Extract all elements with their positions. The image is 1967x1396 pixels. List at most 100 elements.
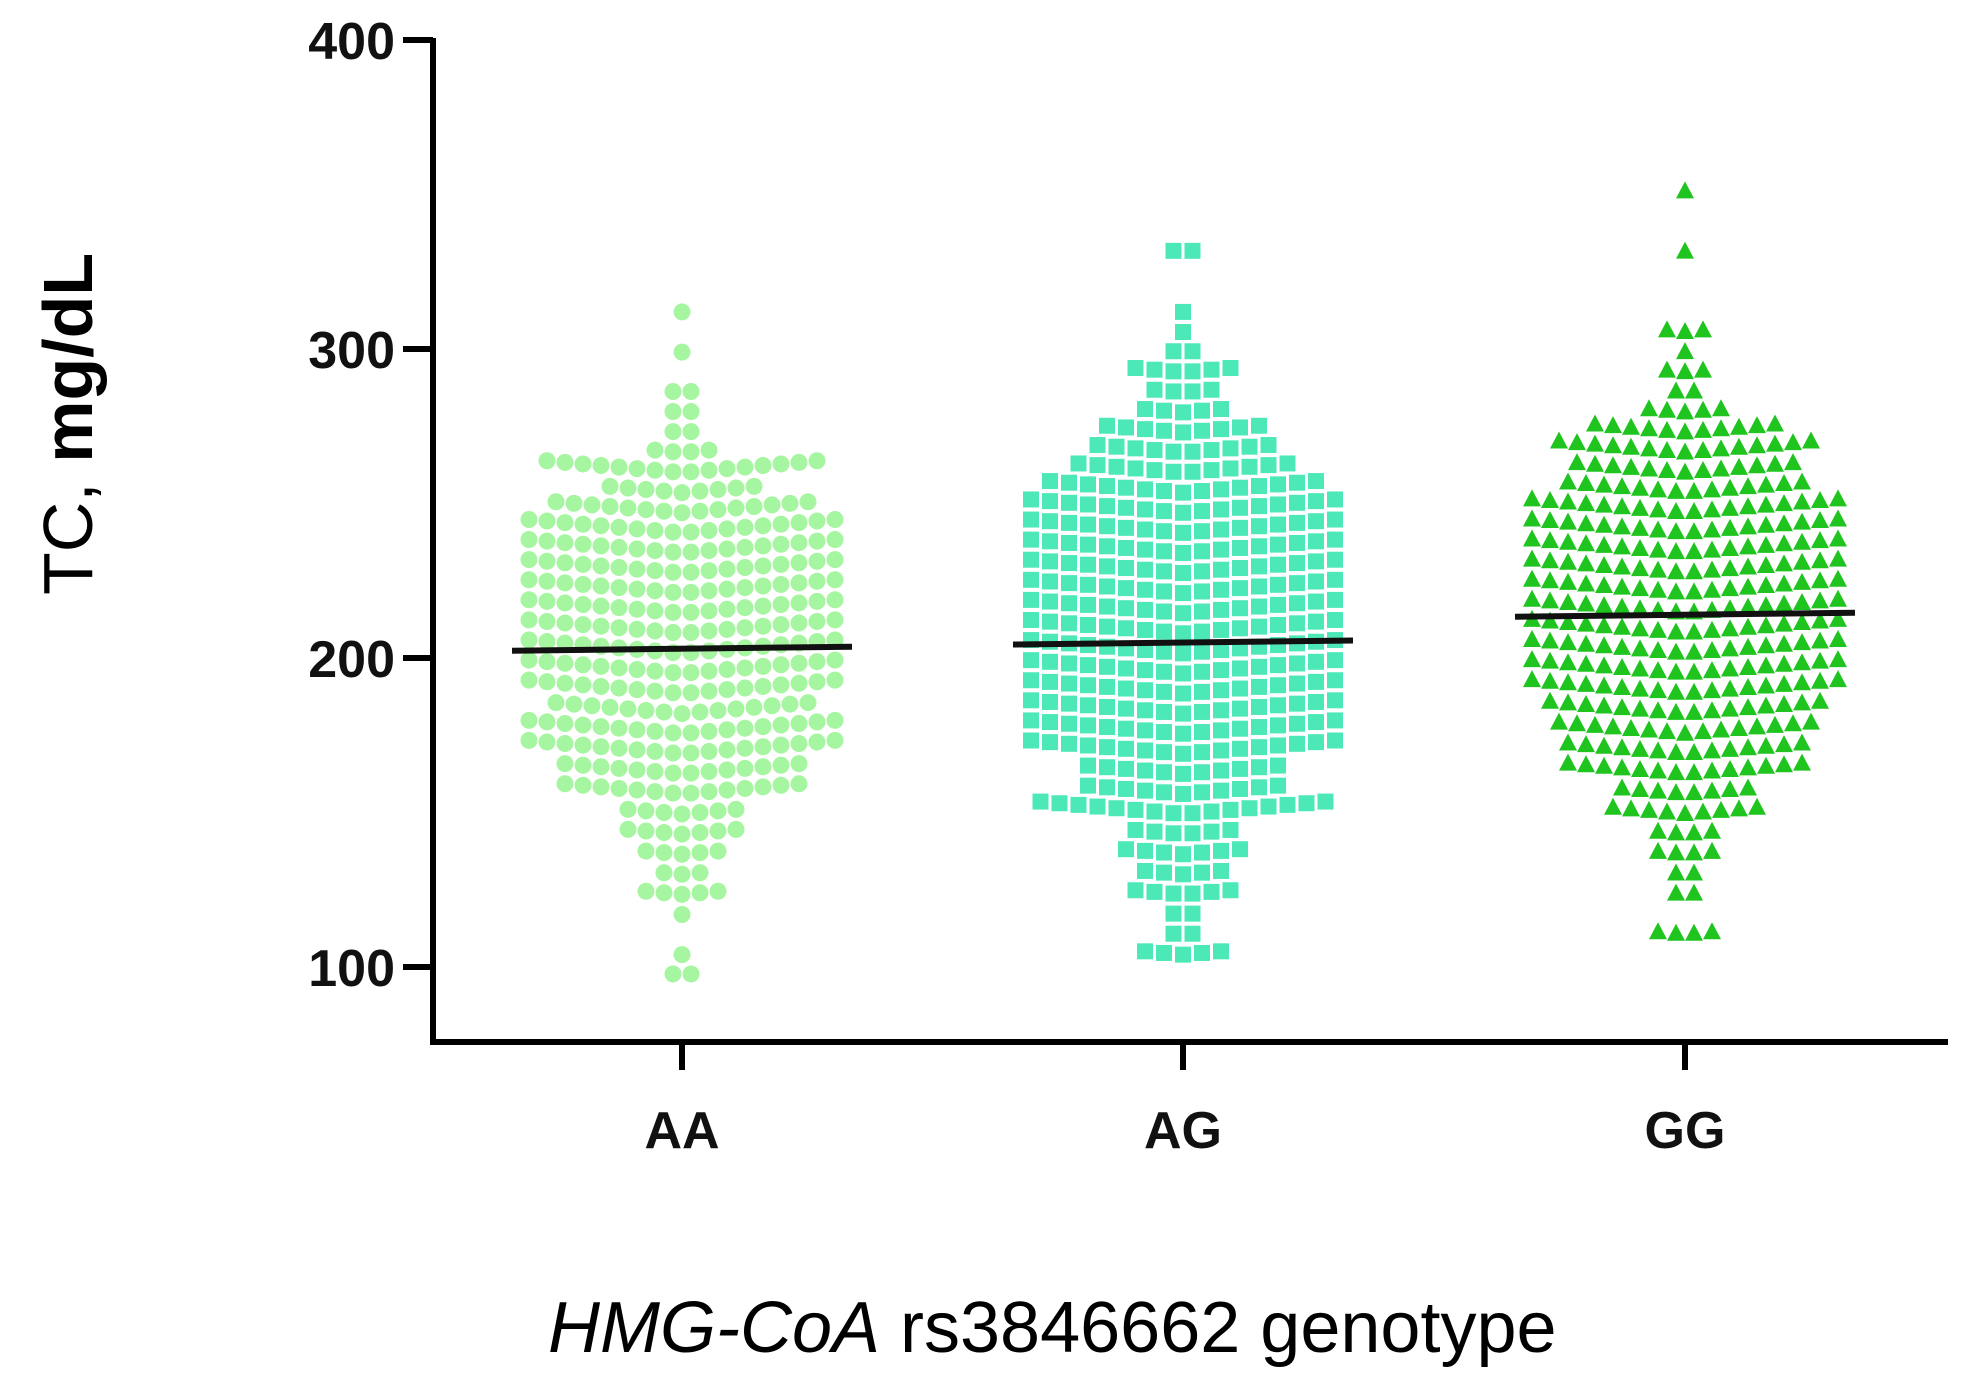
data-point — [718, 620, 736, 638]
data-point — [808, 552, 826, 570]
data-point — [781, 494, 799, 512]
data-point — [565, 494, 583, 512]
data-point — [1260, 457, 1277, 474]
data-point — [736, 659, 754, 677]
data-point — [1099, 478, 1115, 495]
data-point — [583, 496, 601, 514]
data-point — [556, 735, 574, 753]
data-point — [682, 724, 700, 742]
data-point — [1712, 419, 1730, 437]
data-point — [1703, 741, 1721, 759]
data-point — [754, 758, 772, 776]
data-point — [1118, 600, 1134, 617]
data-point — [736, 559, 754, 577]
data-point — [826, 671, 844, 689]
data-point — [1829, 589, 1847, 607]
y-tick-label: 300 — [308, 322, 395, 380]
data-point — [709, 701, 727, 719]
data-point — [1559, 552, 1577, 570]
data-point — [1232, 660, 1248, 677]
data-point — [1649, 701, 1667, 719]
data-point — [1080, 556, 1096, 573]
data-point — [1165, 443, 1182, 460]
data-point — [790, 594, 808, 612]
axes: 100 200 300 400 AA AG GG — [308, 13, 1948, 1160]
data-point — [574, 455, 592, 473]
data-point — [1194, 724, 1210, 741]
data-point — [691, 824, 709, 842]
data-point — [1042, 573, 1058, 590]
data-point — [1784, 714, 1802, 732]
data-point — [1757, 596, 1775, 614]
data-point — [1270, 616, 1286, 633]
data-point — [1099, 739, 1115, 756]
data-point — [1613, 557, 1631, 575]
data-point — [1721, 498, 1739, 516]
data-point — [1137, 762, 1153, 779]
data-point — [592, 718, 610, 736]
data-point — [772, 736, 790, 754]
data-point — [1156, 764, 1172, 781]
data-point — [1327, 571, 1343, 588]
data-point — [790, 714, 808, 732]
data-point — [1165, 825, 1182, 842]
data-point — [1156, 844, 1172, 861]
data-point — [1829, 529, 1847, 547]
data-point — [1241, 438, 1258, 455]
data-point — [808, 572, 826, 590]
data-point — [1703, 761, 1721, 779]
data-point — [754, 738, 772, 756]
data-point — [1775, 614, 1793, 632]
data-point — [574, 776, 592, 794]
data-point — [556, 755, 574, 773]
data-point — [1156, 563, 1172, 580]
data-point — [1703, 500, 1721, 518]
data-point — [1721, 699, 1739, 717]
data-point — [1108, 800, 1125, 817]
data-point — [1577, 634, 1595, 652]
data-point — [1194, 523, 1210, 540]
data-point — [1685, 501, 1703, 519]
data-point — [1649, 560, 1667, 578]
data-point — [592, 738, 610, 756]
data-point — [1308, 493, 1324, 510]
data-point — [1613, 698, 1631, 716]
data-point — [1757, 736, 1775, 754]
data-point — [1184, 242, 1201, 259]
data-point — [1631, 498, 1649, 516]
data-point — [1739, 497, 1757, 515]
data-point — [556, 574, 574, 592]
data-point — [610, 579, 628, 597]
data-point — [1739, 537, 1757, 555]
data-point — [1667, 542, 1685, 560]
data-point — [1703, 821, 1721, 839]
y-tick-label: 200 — [308, 631, 395, 689]
data-point — [1595, 495, 1613, 513]
data-point — [1559, 572, 1577, 590]
data-point — [1685, 883, 1703, 901]
data-point — [1194, 643, 1210, 660]
data-point — [1667, 682, 1685, 700]
data-point — [1061, 534, 1077, 551]
data-point — [574, 676, 592, 694]
y-tick-label: 100 — [308, 940, 395, 998]
data-point — [1203, 381, 1220, 398]
data-point — [1099, 578, 1115, 595]
data-point — [1061, 615, 1077, 632]
data-point — [1667, 522, 1685, 540]
data-point — [1595, 475, 1613, 493]
data-point — [1541, 631, 1559, 649]
data-point — [1685, 863, 1703, 881]
data-point — [1811, 631, 1829, 649]
data-point — [628, 661, 646, 679]
data-point — [700, 662, 718, 680]
data-point — [1308, 693, 1324, 710]
x-tick-label: AG — [1144, 1102, 1222, 1160]
data-point — [1194, 623, 1210, 640]
data-point — [1099, 678, 1115, 695]
data-point — [1289, 514, 1305, 531]
data-point — [1811, 651, 1829, 669]
data-point — [1232, 680, 1248, 697]
data-point — [1649, 520, 1667, 538]
data-point — [1070, 455, 1087, 472]
